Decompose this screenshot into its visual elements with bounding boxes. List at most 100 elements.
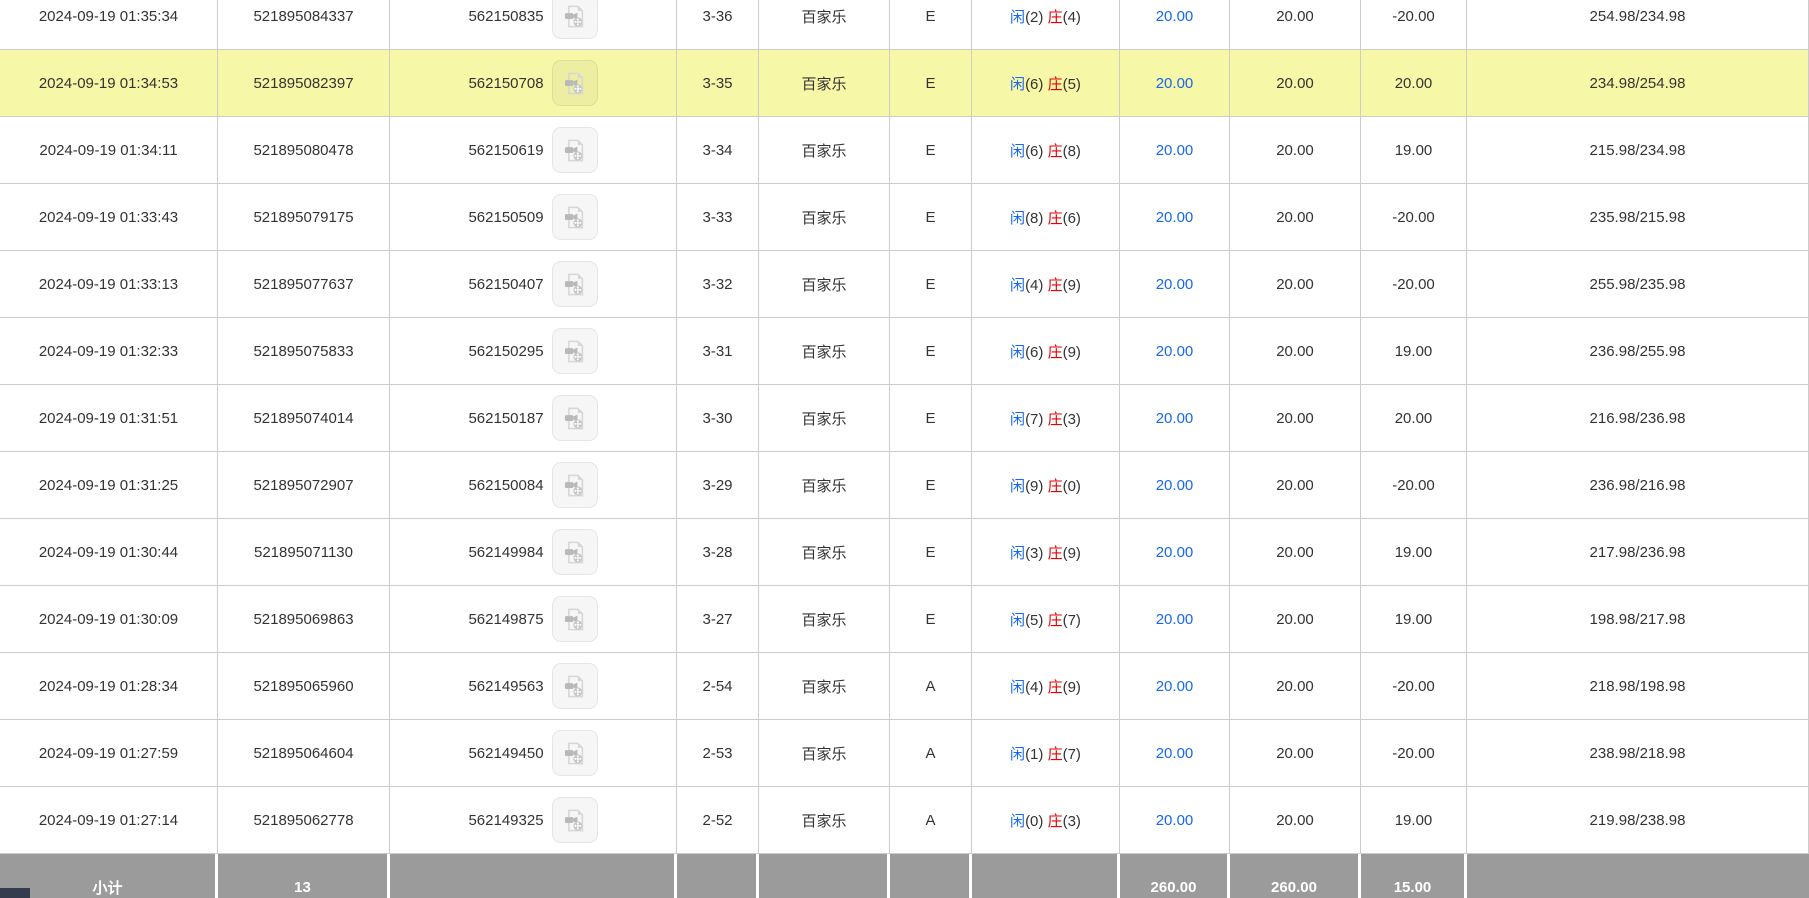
bet-amount-link[interactable]: 20.00	[1155, 811, 1194, 829]
table-code-cell: E	[890, 0, 972, 50]
bet-amount-link[interactable]: 20.00	[1155, 74, 1194, 92]
table-code-cell: E	[890, 519, 972, 586]
video-replay-button[interactable]	[551, 194, 598, 240]
valid-amount-cell: 20.00	[1230, 0, 1361, 50]
round-number-cell: 3-33	[677, 184, 759, 251]
bet-amount-link[interactable]: 20.00	[1155, 610, 1194, 628]
bet-time-cell: 2024-09-19 01:27:59	[0, 720, 218, 787]
banker-result-label: 庄	[1047, 745, 1063, 763]
result-cell: 闲(6) 庄(8)	[972, 117, 1120, 184]
bet-time-cell: 2024-09-19 01:32:33	[0, 318, 218, 385]
result-cell: 闲(0) 庄(3)	[972, 787, 1120, 854]
bet-id-cell: 521895071130	[218, 519, 390, 586]
subtotal-valid-total: 260.00	[1230, 854, 1361, 898]
round-number-cell: 3-29	[677, 452, 759, 519]
video-replay-button[interactable]	[551, 0, 598, 39]
bet-id-cell: 521895062778	[218, 787, 390, 854]
game-id-text: 562150084	[468, 476, 544, 494]
video-replay-button[interactable]	[551, 462, 598, 508]
round-number-cell: 3-31	[677, 318, 759, 385]
player-result-score: (3)	[1025, 544, 1044, 562]
table-code-cell: A	[890, 787, 972, 854]
video-replay-button[interactable]	[551, 663, 598, 709]
video-replay-button[interactable]	[551, 730, 598, 776]
bet-record-row[interactable]: 2024-09-19 01:35:34 521895084337 5621508…	[0, 0, 1809, 50]
player-result-score: (6)	[1025, 142, 1044, 160]
win-loss-cell: -20.00	[1361, 184, 1467, 251]
result-cell: 闲(8) 庄(6)	[972, 184, 1120, 251]
banker-result-label: 庄	[1047, 678, 1063, 696]
bet-amount-link[interactable]: 20.00	[1155, 275, 1194, 293]
balance-cell: 234.98/254.98	[1467, 50, 1809, 117]
video-replay-button[interactable]	[551, 60, 598, 106]
bet-record-row[interactable]: 2024-09-19 01:31:25 521895072907 5621500…	[0, 452, 1809, 519]
round-number-cell: 3-35	[677, 50, 759, 117]
round-number-cell: 3-36	[677, 0, 759, 50]
bet-record-row[interactable]: 2024-09-19 01:27:14 521895062778 5621493…	[0, 787, 1809, 854]
bet-record-row[interactable]: 2024-09-19 01:28:34 521895065960 5621495…	[0, 653, 1809, 720]
win-loss-cell: 19.00	[1361, 318, 1467, 385]
player-result-label: 闲	[1010, 8, 1026, 26]
bet-record-row[interactable]: 2024-09-19 01:31:51 521895074014 5621501…	[0, 385, 1809, 452]
video-replay-button[interactable]	[551, 395, 598, 441]
bet-record-row[interactable]: 2024-09-19 01:30:09 521895069863 5621498…	[0, 586, 1809, 653]
video-replay-button[interactable]	[551, 127, 598, 173]
bet-amount-link[interactable]: 20.00	[1155, 677, 1194, 695]
banker-result-score: (9)	[1062, 678, 1081, 696]
bet-record-row[interactable]: 2024-09-19 01:33:13 521895077637 5621504…	[0, 251, 1809, 318]
bet-time-cell: 2024-09-19 01:35:34	[0, 0, 218, 50]
game-id-text: 562149563	[468, 677, 544, 695]
game-id-text: 562149325	[468, 811, 544, 829]
banker-result-label: 庄	[1047, 75, 1063, 93]
table-footer: 小计 13 260.00 260.00 15.00	[0, 854, 1809, 898]
win-loss-cell: 20.00	[1361, 50, 1467, 117]
bet-record-row[interactable]: 2024-09-19 01:34:53 521895082397 5621507…	[0, 50, 1809, 117]
bet-id-cell: 521895077637	[218, 251, 390, 318]
player-result-score: (4)	[1025, 276, 1044, 294]
table-code-cell: E	[890, 251, 972, 318]
game-id-text: 562150407	[468, 275, 544, 293]
video-replay-button[interactable]	[551, 328, 598, 374]
game-type-cell: 百家乐	[759, 720, 890, 787]
bet-record-row[interactable]: 2024-09-19 01:30:44 521895071130 5621499…	[0, 519, 1809, 586]
round-number-cell: 2-54	[677, 653, 759, 720]
table-code-cell: A	[890, 720, 972, 787]
bet-record-row[interactable]: 2024-09-19 01:27:59 521895064604 5621494…	[0, 720, 1809, 787]
game-id-text: 562149984	[468, 543, 544, 561]
bet-time-cell: 2024-09-19 01:31:25	[0, 452, 218, 519]
bet-amount-link[interactable]: 20.00	[1155, 476, 1194, 494]
bet-amount-link[interactable]: 20.00	[1155, 141, 1194, 159]
game-id-text: 562149875	[468, 610, 544, 628]
bet-record-row[interactable]: 2024-09-19 01:32:33 521895075833 5621502…	[0, 318, 1809, 385]
bet-amount-link[interactable]: 20.00	[1155, 744, 1194, 762]
banker-result-score: (3)	[1062, 812, 1081, 830]
video-file-icon	[564, 5, 584, 27]
bet-record-row[interactable]: 2024-09-19 01:33:43 521895079175 5621505…	[0, 184, 1809, 251]
game-type-cell: 百家乐	[759, 787, 890, 854]
game-type-cell: 百家乐	[759, 318, 890, 385]
video-file-icon	[564, 742, 584, 764]
balance-cell: 219.98/238.98	[1467, 787, 1809, 854]
win-loss-cell: -20.00	[1361, 0, 1467, 50]
video-replay-button[interactable]	[551, 529, 598, 575]
bet-amount-link[interactable]: 20.00	[1155, 543, 1194, 561]
balance-cell: 215.98/234.98	[1467, 117, 1809, 184]
game-id-cell: 562149984	[390, 519, 677, 586]
bet-id-cell: 521895075833	[218, 318, 390, 385]
player-result-label: 闲	[1010, 812, 1026, 830]
bet-amount-link[interactable]: 20.00	[1155, 342, 1194, 360]
video-replay-button[interactable]	[551, 596, 598, 642]
subtotal-count: 13	[218, 854, 390, 898]
bet-amount-link[interactable]: 20.00	[1155, 409, 1194, 427]
bet-amount-link[interactable]: 20.00	[1155, 7, 1194, 25]
video-replay-button[interactable]	[551, 261, 598, 307]
bet-id-cell: 521895084337	[218, 0, 390, 50]
bet-amount-link[interactable]: 20.00	[1155, 208, 1194, 226]
subtotal-row: 小计 13 260.00 260.00 15.00	[0, 854, 1809, 898]
player-result-score: (6)	[1025, 343, 1044, 361]
subtotal-label: 小计	[0, 854, 218, 898]
table-code-cell: E	[890, 586, 972, 653]
bet-amount-cell: 20.00	[1120, 318, 1230, 385]
bet-record-row[interactable]: 2024-09-19 01:34:11 521895080478 5621506…	[0, 117, 1809, 184]
video-replay-button[interactable]	[551, 797, 598, 843]
